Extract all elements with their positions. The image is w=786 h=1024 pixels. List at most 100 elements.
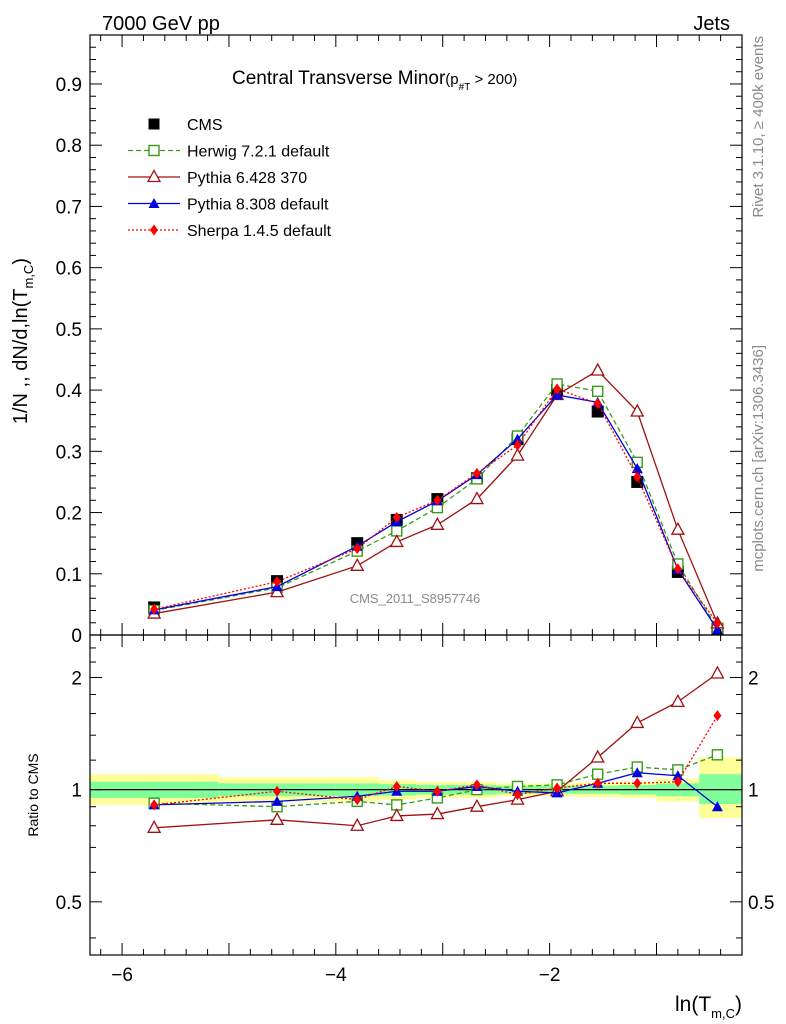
data-point [150, 603, 159, 615]
data-point [713, 617, 722, 629]
ratio-bands [90, 757, 742, 818]
ratio-point [389, 808, 404, 822]
main-chart-title: Central Transverse Minor(p#T > 200) [232, 68, 517, 93]
data-point [670, 521, 685, 535]
ratio-series-pythia-6-428-370 [147, 665, 725, 833]
x-tick-label: −6 [111, 965, 133, 986]
y-tick-label: 0.4 [56, 381, 83, 402]
legend-marker [148, 118, 160, 130]
legend-marker [148, 198, 160, 208]
y-tick-label: 0.1 [56, 565, 82, 586]
main-series [147, 362, 725, 635]
legend-marker [148, 144, 160, 157]
ratio-point [713, 710, 722, 722]
mcplots-label: mcplots.cern.ch [arXiv:1306.3436] [750, 345, 767, 572]
ratio-y-tick-label-right: 2 [748, 668, 759, 689]
header-left: 7000 GeV pp [102, 13, 220, 35]
ratio-y-tick-label: 0.5 [56, 893, 82, 914]
ylabel-tail: ) [10, 258, 32, 265]
ratio-point [670, 694, 685, 708]
ratio-point [711, 801, 723, 812]
y-tick-label: 0.9 [56, 75, 82, 96]
data-point [673, 563, 682, 575]
xlabel-text: ln(T [675, 993, 711, 1016]
analysis-watermark: CMS_2011_S8957746 [350, 591, 481, 606]
axes: 0 0.1 0.2 0.3 0.4 0.5 0.6 0.7 0.8 0.9 −6 −4 −2 0.5 0.5… [56, 35, 774, 986]
data-point [592, 385, 604, 398]
data-point [631, 462, 643, 473]
ratio-point [633, 777, 642, 789]
ratio-point [271, 795, 283, 806]
ratio-point [593, 777, 602, 789]
y-tick-label: 0.6 [56, 259, 82, 280]
ratio-point [711, 749, 724, 761]
frames [89, 34, 743, 956]
legend-marker [150, 224, 158, 236]
data-point [389, 534, 404, 548]
data-point [353, 543, 362, 555]
data-point [633, 471, 642, 483]
xlabel-subscript: m,C [711, 1006, 735, 1021]
series-sherpa-1-4-5-default [150, 383, 722, 629]
ratio-line [154, 754, 718, 808]
ratio-point [350, 817, 365, 831]
data-point [510, 447, 525, 461]
series-line [154, 394, 718, 630]
legend-label: Sherpa 1.4.5 default [187, 223, 332, 240]
ratio-y-tick-label: 2 [71, 668, 82, 689]
header-right: Jets [693, 13, 730, 35]
legend: CMS Herwig 7.2.1 default Pythia 6.428 370 P… [128, 117, 332, 240]
legend-entry-sherpa-1-4-5-default: Sherpa 1.4.5 default [128, 223, 332, 240]
y-tick-label: 0.2 [56, 504, 82, 525]
data-point [513, 439, 522, 451]
ratio-y-tick-label-right: 0.5 [748, 893, 774, 914]
ratio-point [553, 782, 562, 794]
data-point [392, 511, 401, 523]
ratio-line [154, 772, 718, 808]
data-point [469, 491, 485, 505]
data-point [273, 576, 282, 588]
ratio-plot-frame [89, 634, 743, 956]
ylabel-text: 1/N ,, dN/d,ln(T [10, 289, 32, 425]
y-tick-label: 0.3 [56, 442, 82, 463]
legend-label: Pythia 8.308 default [187, 197, 329, 214]
data-point [630, 403, 645, 417]
x-tick-label: −2 [539, 965, 561, 986]
ratio-point [150, 799, 159, 811]
ratio-point [592, 768, 604, 780]
y-tick-label: 0.5 [56, 320, 82, 341]
ratio-series-sherpa-1-4-5-default [150, 710, 722, 811]
legend-entry-herwig-7-2-1-default: Herwig 7.2.1 default [128, 144, 330, 161]
data-point [593, 398, 602, 410]
ratio-point [672, 770, 684, 781]
main-y-axis-label: 1/N ,, dN/d,ln(Tm,C) [10, 258, 36, 424]
ratio-point [433, 785, 442, 797]
series-line [154, 369, 719, 624]
ratio-point [269, 811, 285, 825]
ratio-point [273, 785, 282, 797]
data-point [269, 584, 285, 598]
title-subscript: #T [459, 82, 471, 93]
data-point [553, 383, 562, 395]
legend-entry-cms: CMS [148, 117, 223, 134]
data-point [590, 362, 605, 376]
data-point [433, 494, 442, 506]
ratio-point [469, 798, 485, 812]
title-tail: > 200) [470, 71, 517, 88]
ratio-y-axis-label: Ratio to CMS [25, 753, 41, 836]
ratio-point [472, 779, 481, 791]
ratio-point [631, 767, 643, 778]
ratio-point [513, 789, 522, 801]
ratio-point [630, 715, 645, 729]
ratio-y-tick-label-right: 1 [748, 781, 759, 802]
legend-marker [146, 169, 162, 183]
series-pythia-6-428-370 [147, 362, 725, 629]
data-point [472, 467, 481, 479]
ratio-point [392, 780, 401, 792]
ratio-point [430, 806, 445, 820]
ratio-point [353, 794, 362, 806]
legend-label: Herwig 7.2.1 default [187, 144, 330, 161]
title-text: Central Transverse Minor [232, 68, 446, 89]
ratio-point [590, 749, 605, 763]
